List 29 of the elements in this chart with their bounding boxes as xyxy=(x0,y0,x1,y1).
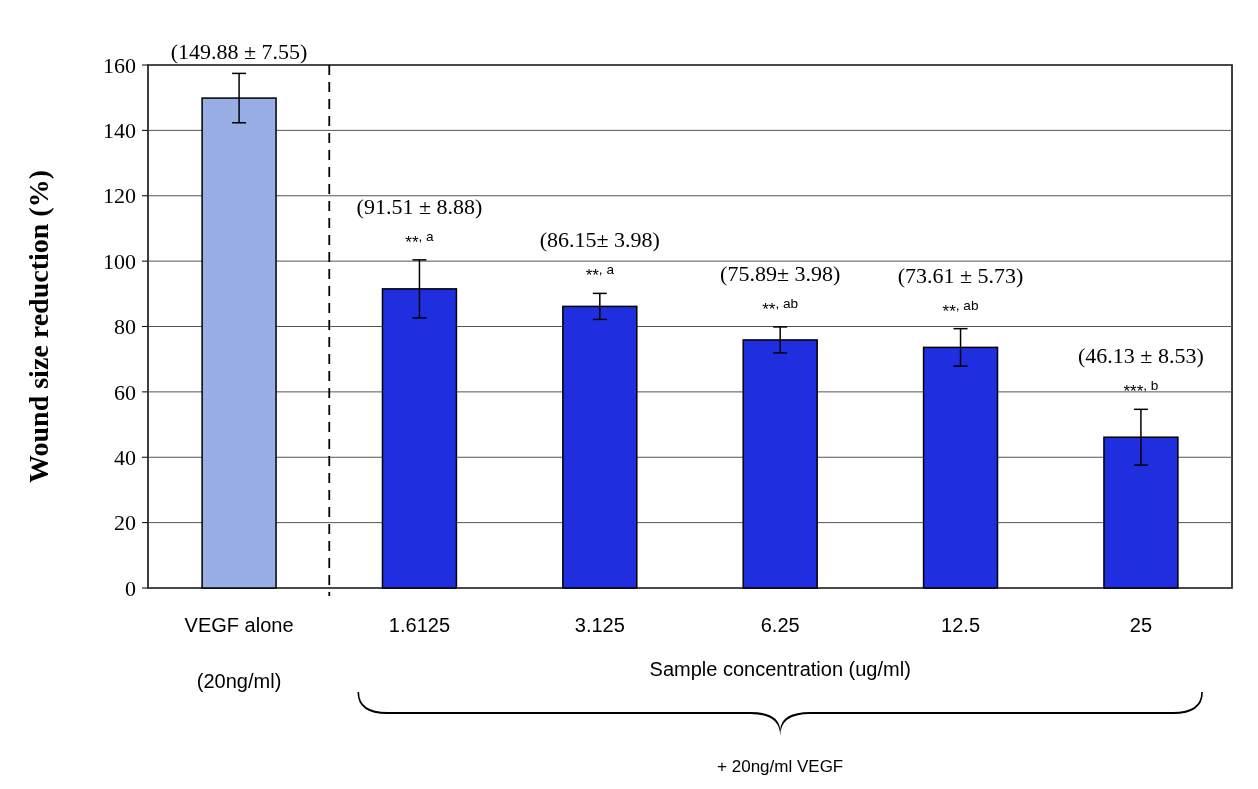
annotation: **$^{, ab}$ xyxy=(942,297,979,321)
y-tick-label: 120 xyxy=(103,183,136,209)
annotation: **$^{, a}$ xyxy=(405,228,435,252)
data-label: (86.15± 3.98) xyxy=(539,227,660,253)
x-tick-label: 3.125 xyxy=(574,614,625,636)
x-tick-label: 6.25 xyxy=(760,614,800,636)
annotation: **$^{, ab}$ xyxy=(762,295,799,319)
x-tick-label: 1.6125 xyxy=(388,614,451,636)
y-tick-label: 20 xyxy=(114,510,136,536)
data-label: (73.61 ± 5.73) xyxy=(897,262,1024,288)
annotation: **$^{, a}$ xyxy=(585,261,615,286)
y-tick-label: 100 xyxy=(103,248,136,274)
data-label: (91.51 ± 8.88) xyxy=(356,193,483,219)
x-tick-label: 25 xyxy=(1129,614,1153,636)
y-axis-title: Wound size reduction (%) xyxy=(23,170,54,483)
data-label: (75.89± 3.98) xyxy=(720,260,841,286)
annotation: ***$^{, b}$ xyxy=(1123,377,1159,402)
data-label: (149.88 ± 7.55) xyxy=(170,39,308,65)
x-axis-title: Sample concentration (ug/ml) xyxy=(649,658,911,680)
text: + 20ng/ml VEGF xyxy=(717,757,844,776)
x-tick-label: 12.5 xyxy=(941,614,981,636)
y-tick-label: 80 xyxy=(114,314,136,340)
category-label: VEGF alone (20ng/ml) xyxy=(184,614,294,692)
y-tick-label: 40 xyxy=(114,444,136,470)
y-tick-label: 160 xyxy=(103,52,136,78)
y-tick-label: 60 xyxy=(114,379,136,405)
data-label: (46.13 ± 8.53) xyxy=(1078,343,1204,369)
y-tick-label: 0 xyxy=(125,575,136,601)
y-tick-label: 140 xyxy=(103,118,136,144)
